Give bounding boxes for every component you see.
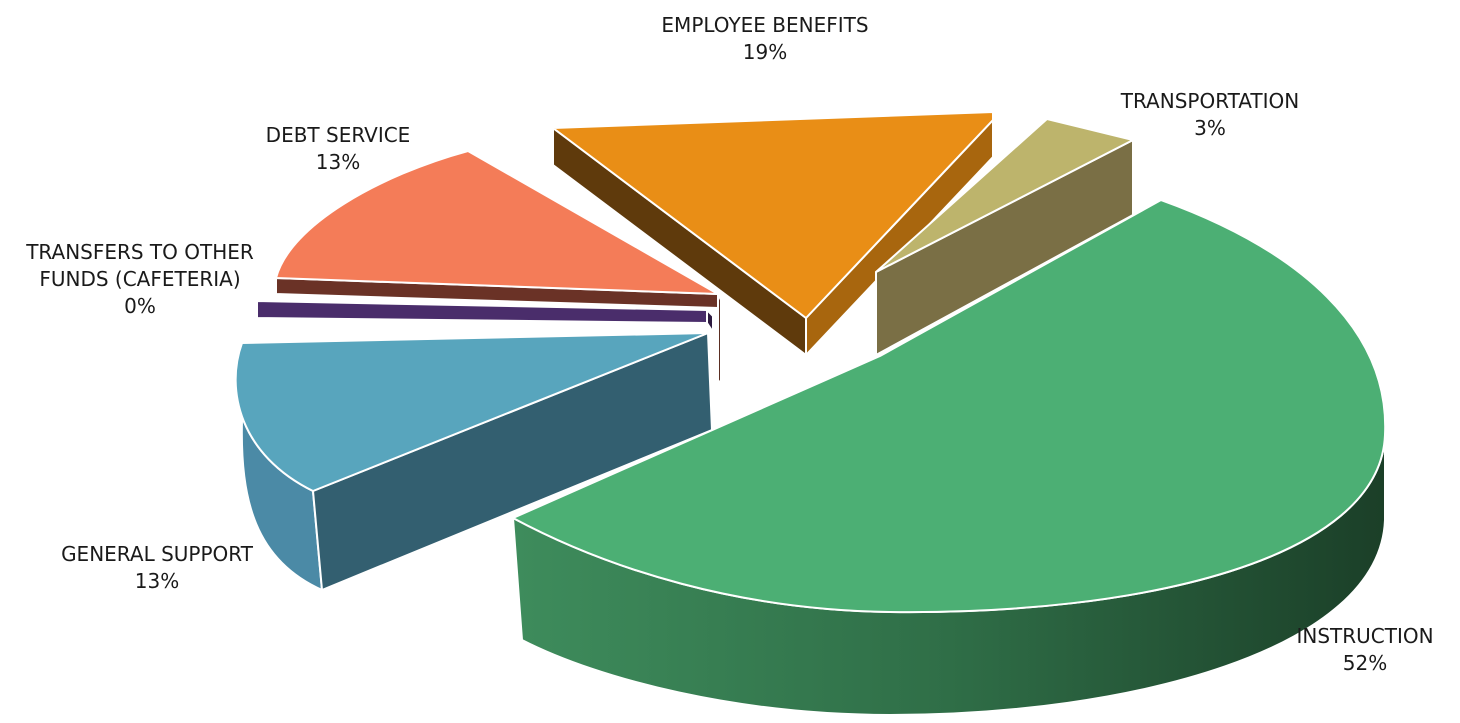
slice-label-employee-benefits: EMPLOYEE BENEFITS 19% [661, 13, 868, 64]
slice-percent-text: 3% [1194, 116, 1226, 140]
slice-name-text: DEBT SERVICE [266, 123, 411, 147]
pie-slice-debt-service [275, 150, 722, 385]
pie-slice-top-transfers-cafeteria [256, 300, 708, 324]
slice-label-debt-service: DEBT SERVICE 13% [266, 123, 411, 174]
slice-name-text: TRANSFERS TO OTHER [25, 240, 254, 264]
slice-name-text: EMPLOYEE BENEFITS [661, 13, 868, 37]
pie-slice-top-debt-service [275, 150, 719, 295]
slice-percent-text: 52% [1343, 651, 1387, 675]
slice-percent-text: 13% [316, 150, 360, 174]
slice-label-transportation: TRANSPORTATION 3% [1120, 89, 1300, 140]
slice-name-text: INSTRUCTION [1296, 624, 1433, 648]
pie-slice-top-employee-benefits [552, 111, 994, 319]
slice-percent-text: 13% [135, 569, 179, 593]
slice-percent-text: 0% [124, 294, 156, 318]
slice-percent-text: 19% [743, 40, 787, 64]
slice-name-text: TRANSPORTATION [1120, 89, 1300, 113]
slice-name-text: FUNDS (CAFETERIA) [39, 267, 240, 291]
pie-slice-employee-benefits [552, 111, 994, 356]
pie-slice-transportation [875, 118, 1134, 356]
pie-slice-top-instruction [512, 199, 1387, 614]
slice-label-instruction: INSTRUCTION 52% [1296, 624, 1433, 675]
slice-label-general-support: GENERAL SUPPORT 13% [61, 542, 254, 593]
pie-slice-top-general-support [234, 332, 709, 492]
slice-label-transfers-cafeteria: TRANSFERS TO OTHER FUNDS (CAFETERIA) 0% [25, 240, 254, 318]
slice-name-text: GENERAL SUPPORT [61, 542, 254, 566]
pie-slice-instruction [512, 199, 1387, 716]
pie-slice-top-transportation [875, 118, 1134, 273]
pie-slice-side-debt-service [717, 293, 722, 385]
pie-slice-transfers-cafeteria [256, 300, 714, 333]
